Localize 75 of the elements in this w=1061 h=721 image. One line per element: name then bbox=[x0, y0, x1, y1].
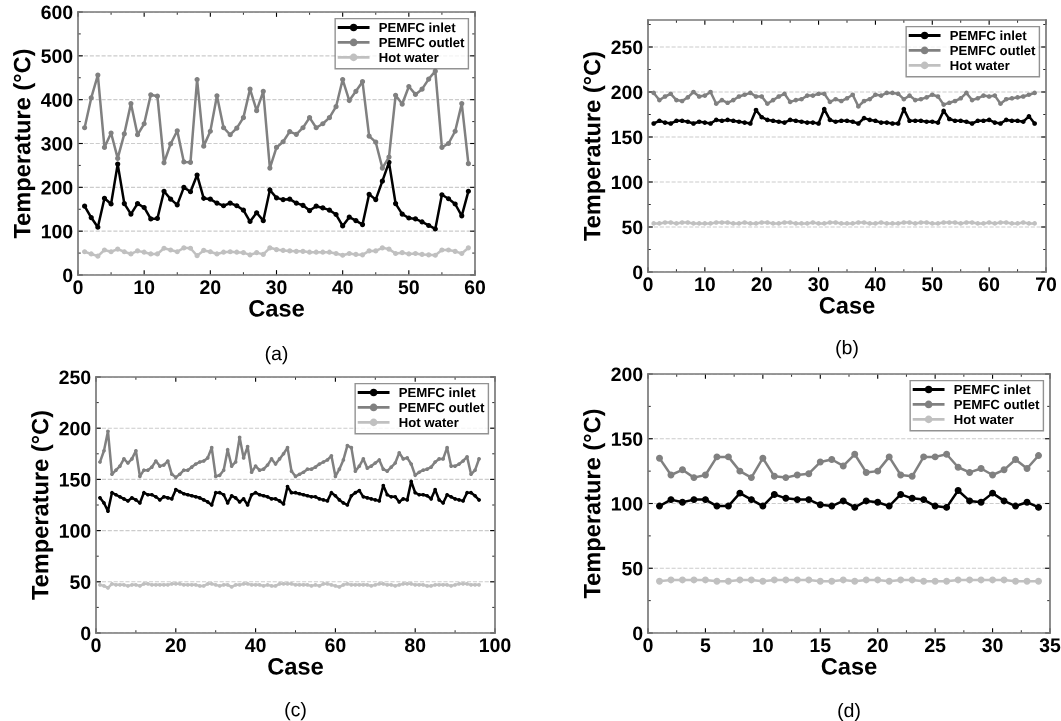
y-tick-label: 200 bbox=[41, 180, 73, 195]
x-axis-title: Case bbox=[268, 658, 323, 675]
x-tick-label: 70 bbox=[1036, 277, 1057, 292]
text: (b) bbox=[836, 340, 858, 359]
y-tick-label: 100 bbox=[59, 524, 91, 538]
y-tick-label: 600 bbox=[41, 5, 73, 20]
x-tick-label: 60 bbox=[979, 277, 1000, 292]
y-tick-label: 150 bbox=[611, 130, 643, 145]
x-tick-label: 30 bbox=[808, 277, 829, 292]
x-tick-label: 20 bbox=[200, 280, 221, 295]
x-axis-title: Case bbox=[819, 297, 875, 314]
y-tick-label: 150 bbox=[611, 432, 643, 446]
y-tick-label: 250 bbox=[59, 370, 91, 385]
x-tick-label: 10 bbox=[695, 277, 715, 292]
y-tick-label: 500 bbox=[41, 49, 73, 64]
x-tick-label: 40 bbox=[245, 638, 266, 653]
x-tick-label: 100 bbox=[480, 638, 511, 653]
y-tick-label: 150 bbox=[59, 472, 91, 487]
y-tick-label: 0 bbox=[633, 265, 643, 280]
x-tick-label: 10 bbox=[134, 280, 155, 295]
legend-label: Hot water bbox=[950, 60, 1010, 71]
y-tick-label: 250 bbox=[611, 40, 643, 55]
legend-label: PEMFC inlet bbox=[954, 384, 1031, 395]
x-tick-label: 5 bbox=[700, 638, 711, 653]
x-tick-label: 30 bbox=[982, 638, 1003, 653]
text: (a) bbox=[265, 346, 288, 365]
text: (c) bbox=[285, 702, 306, 721]
y-axis-title: Temperature (°C) bbox=[13, 49, 36, 239]
legend-label: PEMFC outlet bbox=[399, 402, 485, 413]
x-tick-label: 40 bbox=[332, 280, 353, 295]
y-tick-label: 200 bbox=[59, 421, 91, 436]
x-tick-label: 10 bbox=[753, 638, 773, 653]
x-tick-label: 50 bbox=[922, 277, 943, 292]
x-tick-label: 0 bbox=[643, 277, 653, 292]
legend-label: Hot water bbox=[954, 414, 1014, 425]
y-axis-title: Temperature (°C) bbox=[583, 52, 606, 241]
legend-label: Hot water bbox=[399, 417, 459, 428]
x-tick-label: 0 bbox=[91, 638, 101, 653]
x-tick-label: 50 bbox=[398, 280, 419, 295]
y-tick-label: 50 bbox=[70, 575, 91, 590]
y-axis-title: Temperature (°C) bbox=[31, 411, 54, 600]
y-tick-label: 50 bbox=[622, 561, 643, 576]
x-tick-label: 35 bbox=[1039, 638, 1061, 653]
x-tick-label: 60 bbox=[325, 638, 346, 653]
x-tick-label: 25 bbox=[925, 638, 946, 653]
y-tick-label: 0 bbox=[633, 626, 643, 641]
x-tick-label: 30 bbox=[266, 280, 287, 295]
legend-label: PEMFC inlet bbox=[379, 22, 456, 33]
y-tick-label: 100 bbox=[611, 175, 643, 190]
legend-label: PEMFC inlet bbox=[950, 30, 1027, 41]
y-tick-label: 0 bbox=[81, 626, 91, 641]
y-tick-label: 200 bbox=[611, 85, 643, 100]
legend-label: PEMFC inlet bbox=[399, 387, 476, 398]
x-tick-label: 15 bbox=[810, 638, 831, 653]
x-axis-title: Case bbox=[249, 300, 304, 317]
legend-label: PEMFC outlet bbox=[379, 37, 465, 48]
x-tick-label: 20 bbox=[751, 277, 772, 292]
x-tick-label: 40 bbox=[864, 277, 886, 292]
x-tick-label: 0 bbox=[643, 638, 653, 653]
x-axis-title: Case bbox=[821, 658, 877, 675]
y-axis-title: Temperature (°C) bbox=[583, 409, 606, 599]
y-tick-label: 300 bbox=[41, 136, 73, 151]
y-tick-label: 100 bbox=[611, 496, 643, 511]
x-tick-label: 20 bbox=[867, 638, 888, 653]
text: (d) bbox=[838, 702, 860, 721]
y-tick-label: 50 bbox=[622, 220, 643, 235]
legend-label: PEMFC outlet bbox=[950, 45, 1036, 56]
legend-label: Hot water bbox=[379, 52, 439, 63]
x-tick-label: 20 bbox=[165, 638, 186, 653]
y-tick-label: 100 bbox=[41, 224, 73, 239]
x-tick-label: 80 bbox=[405, 638, 426, 653]
x-tick-label: 60 bbox=[464, 280, 486, 295]
legend-label: PEMFC outlet bbox=[954, 399, 1040, 410]
y-tick-label: 200 bbox=[611, 367, 643, 382]
y-tick-label: 400 bbox=[40, 93, 73, 107]
